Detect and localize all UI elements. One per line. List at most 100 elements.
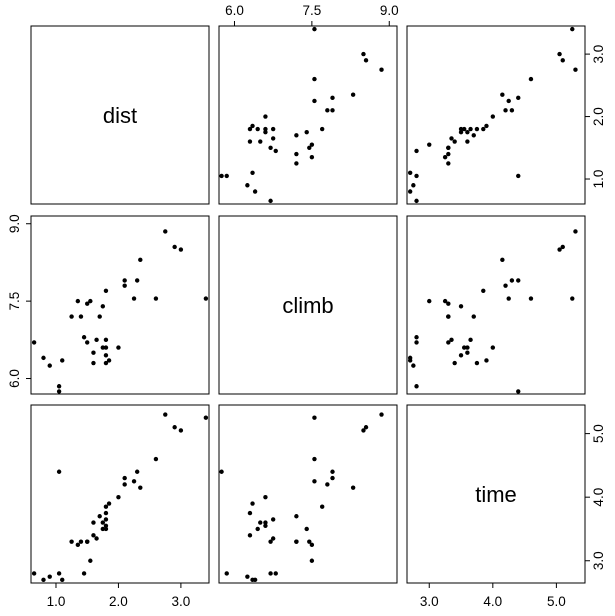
data-point [85, 539, 90, 544]
data-point [81, 571, 87, 576]
data-point [91, 533, 96, 538]
data-point [330, 95, 335, 101]
data-point [163, 229, 168, 234]
data-point [138, 485, 143, 490]
y-axis-right-dist: 1.0 2.0 3.0 [585, 45, 606, 188]
data-point [325, 108, 330, 113]
x-axis-bottom-time: 3.0 4.0 5.0 [420, 583, 566, 609]
data-point [465, 345, 470, 350]
data-point [319, 504, 325, 509]
data-point [255, 526, 260, 532]
data-point [69, 539, 74, 544]
data-point [307, 145, 312, 150]
data-point [103, 353, 109, 358]
data-point [268, 539, 273, 544]
data-point [245, 183, 250, 188]
data-point [379, 67, 384, 72]
data-point [41, 355, 46, 361]
panel-dist-vs-dist: dist [30, 25, 210, 205]
data-point [312, 415, 317, 420]
data-point [573, 67, 578, 72]
data-point [506, 296, 511, 301]
data-point [528, 296, 534, 301]
data-point [31, 340, 37, 345]
data-point [263, 126, 268, 132]
data-point [245, 574, 250, 579]
data-point [56, 389, 62, 394]
data-point [88, 558, 93, 563]
data-point [462, 126, 467, 132]
data-point [122, 283, 127, 288]
data-point [449, 337, 454, 343]
data-point [411, 363, 416, 368]
data-point [153, 456, 159, 462]
data-point [294, 151, 299, 157]
data-point [250, 170, 255, 175]
panel-time-vs-time: time [406, 404, 586, 584]
data-point [172, 425, 177, 430]
data-point [247, 533, 253, 538]
data-point [122, 475, 127, 481]
variable-label-time: time [475, 482, 517, 507]
data-point [363, 425, 369, 430]
data-point [78, 314, 84, 319]
data-point [103, 526, 109, 532]
panel-frame [30, 215, 210, 395]
data-point [100, 520, 106, 525]
data-point [263, 114, 268, 119]
tick-label: 7.5 [7, 292, 22, 311]
tick-label: 3.0 [591, 45, 606, 64]
data-point [250, 501, 255, 506]
panel-frame [218, 404, 398, 584]
data-point [465, 139, 470, 144]
variable-label-dist: dist [103, 103, 137, 128]
panel-dist-vs-climb [218, 25, 398, 205]
data-point [247, 126, 253, 132]
panel-time-vs-dist [30, 404, 210, 584]
data-point [263, 520, 268, 525]
data-point [88, 298, 93, 304]
data-point [407, 189, 413, 194]
data-point [446, 145, 451, 150]
data-point [91, 360, 96, 366]
data-point [56, 384, 62, 389]
data-point [85, 301, 90, 306]
data-point [47, 363, 52, 368]
data-point [91, 520, 96, 525]
data-point [178, 247, 184, 252]
panel-climb-vs-dist [30, 215, 210, 395]
data-point [446, 161, 451, 166]
data-point [500, 257, 505, 263]
data-point [361, 428, 366, 433]
panels-layer: dist climb time [30, 25, 586, 584]
panel-frame [406, 25, 586, 205]
data-point [484, 358, 489, 363]
data-point [219, 173, 224, 179]
data-point [134, 469, 140, 474]
data-point [312, 456, 317, 462]
data-point [41, 577, 46, 583]
data-point [490, 114, 496, 119]
data-point [60, 577, 65, 583]
data-point [414, 384, 419, 389]
data-point [350, 485, 356, 490]
data-point [97, 314, 102, 319]
data-point [407, 170, 413, 175]
data-point [557, 51, 562, 57]
data-point [270, 517, 276, 522]
data-point [446, 340, 451, 345]
data-point [69, 314, 74, 319]
data-point [458, 353, 464, 358]
data-point [471, 314, 476, 319]
data-point [484, 123, 489, 129]
data-point [75, 298, 81, 304]
tick-label: 4.0 [591, 488, 606, 507]
data-point [481, 288, 486, 294]
axes-layer: 6.0 7.5 9.0 1.0 2.0 3.0 3.0 4.0 5.0 6.0 7.5 9.0 1.0 2… [7, 3, 606, 609]
tick-label: 9.0 [7, 214, 22, 233]
data-point [503, 108, 508, 113]
data-point [258, 520, 263, 525]
data-point [309, 142, 315, 147]
data-point [100, 304, 106, 309]
data-point [268, 145, 273, 150]
